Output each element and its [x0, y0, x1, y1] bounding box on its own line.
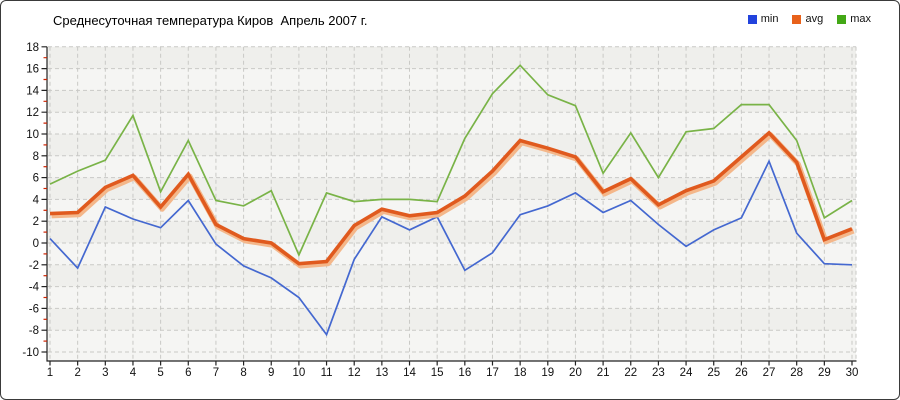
- series-min-line: [49, 159, 853, 337]
- y-tick-label: 10: [26, 129, 39, 141]
- x-tick-label: 17: [486, 367, 499, 379]
- y-tick-label: 18: [26, 42, 39, 54]
- x-tick-label: 26: [735, 367, 748, 379]
- x-tick-label: 25: [707, 367, 720, 379]
- x-tick-label: 1: [47, 367, 53, 379]
- y-tick-label: 6: [33, 173, 39, 185]
- x-tick-label: 11: [321, 367, 333, 379]
- legend-swatch-avg: [792, 14, 802, 24]
- y-tick-label: -6: [29, 303, 39, 315]
- x-tick-label: 21: [597, 367, 610, 379]
- y-tick-label: 14: [26, 85, 39, 97]
- x-tick-label: 9: [268, 367, 274, 379]
- plot-band: [47, 46, 856, 69]
- legend-label-max: max: [850, 13, 871, 25]
- plot-band: [47, 221, 856, 243]
- plot-band: [47, 308, 856, 331]
- x-tick-label: 3: [102, 367, 108, 379]
- y-tick-label: 8: [33, 151, 39, 163]
- x-tick-label: 7: [213, 367, 219, 379]
- y-tick-label: -4: [29, 282, 40, 294]
- y-tick-label: 0: [33, 238, 39, 250]
- x-tick-label: 18: [514, 367, 527, 379]
- x-tick-label: 4: [130, 367, 137, 379]
- x-tick-label: 22: [624, 367, 637, 379]
- legend-item-max: max: [837, 13, 871, 25]
- x-tick-label: 13: [375, 367, 388, 379]
- y-tick-label: 12: [26, 107, 39, 119]
- x-tick-label: 29: [818, 367, 831, 379]
- chart-legend: min avg max: [747, 13, 871, 25]
- x-tick-label: 16: [458, 367, 471, 379]
- legend-label-avg: avg: [805, 13, 824, 25]
- x-tick-label: 6: [185, 367, 191, 379]
- y-tick-label: 2: [33, 216, 39, 228]
- series-avg-line: [49, 130, 853, 266]
- series-avg-glow: [51, 132, 855, 269]
- chart-title: Среднесуточная температура Киров Апрель …: [53, 13, 368, 28]
- series-max-line: [49, 64, 853, 258]
- x-tick-label: 24: [680, 367, 693, 379]
- y-axis-ticks: 18 16 14 12 10 8 6 4 2 0 -2 -4 -6 -8 -10: [22, 42, 47, 359]
- x-tick-label: 19: [541, 367, 554, 379]
- x-tick-label: 23: [652, 367, 665, 379]
- x-tick-label: 20: [569, 367, 582, 379]
- y-tick-label: -10: [22, 347, 39, 359]
- x-tick-label: 14: [403, 367, 416, 379]
- y-tick-label: 4: [33, 194, 40, 206]
- y-tick-label: -8: [29, 325, 39, 337]
- legend-item-min: min: [747, 13, 779, 25]
- x-tick-label: 30: [846, 367, 859, 379]
- legend-swatch-min: [747, 14, 757, 24]
- y-tick-label: -2: [29, 260, 39, 272]
- plot-band: [47, 134, 856, 156]
- x-axis-ticks: 1 2 3 4 5 6 7 8 9 10 11 12 13 14 15 16 17 18 19 20 21 22 23 24 2…: [47, 361, 859, 379]
- x-tick-label: 10: [292, 367, 305, 379]
- x-tick-label: 12: [348, 367, 361, 379]
- plot-band: [47, 177, 856, 200]
- x-tick-label: 15: [431, 367, 444, 379]
- y-tick-label: 16: [26, 64, 39, 76]
- legend-swatch-max: [837, 14, 847, 24]
- legend-label-min: min: [760, 13, 779, 25]
- gridlines: [48, 46, 857, 361]
- legend-item-avg: avg: [792, 13, 823, 25]
- x-tick-label: 8: [240, 367, 246, 379]
- x-tick-label: 27: [763, 367, 776, 379]
- x-tick-label: 2: [74, 367, 80, 379]
- x-tick-label: 5: [157, 367, 163, 379]
- plot-band: [47, 90, 856, 113]
- x-tick-label: 28: [790, 367, 803, 379]
- plot-band: [47, 264, 856, 287]
